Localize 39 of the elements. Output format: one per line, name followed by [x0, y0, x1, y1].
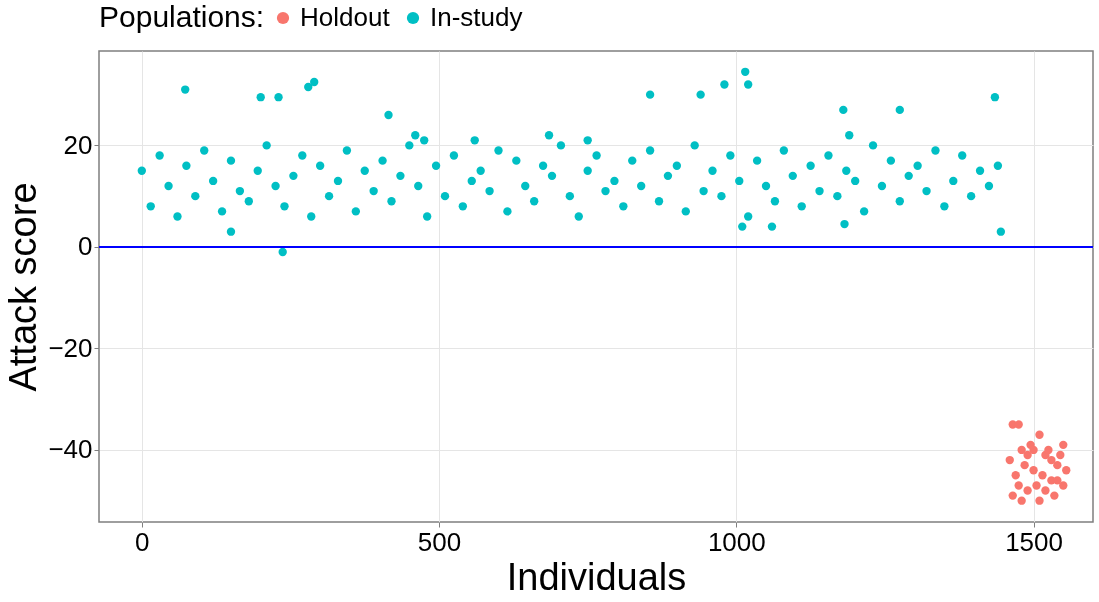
- point: [1059, 440, 1068, 450]
- point: [1005, 455, 1014, 465]
- point: [1020, 460, 1029, 470]
- point: [1056, 450, 1065, 460]
- x-tick-label: 0: [135, 526, 150, 557]
- legend-label: In-study: [430, 2, 523, 32]
- point: [1053, 460, 1062, 470]
- point: [1017, 496, 1026, 505]
- point: [1032, 481, 1041, 490]
- point: [1053, 476, 1062, 485]
- x-tick-label: 1500: [1005, 526, 1063, 557]
- point: [1014, 481, 1023, 490]
- point: [1035, 430, 1044, 439]
- x-tick-label: 500: [417, 526, 462, 557]
- point: [1041, 486, 1050, 495]
- legend-label: Holdout: [300, 2, 391, 32]
- point: [1029, 445, 1038, 455]
- point: [1011, 471, 1020, 480]
- point: [1050, 491, 1059, 500]
- point: [1023, 450, 1032, 460]
- y-tick-label: 20: [63, 129, 93, 160]
- point: [1014, 420, 1023, 429]
- point: [1044, 445, 1053, 455]
- x-axis-title: Individuals: [506, 555, 687, 598]
- point: [1038, 471, 1047, 480]
- point: [1035, 496, 1044, 505]
- point: [1029, 466, 1038, 475]
- y-tick-label: −40: [48, 434, 93, 465]
- y-axis-title: Attack score: [2, 182, 45, 392]
- point: [1023, 486, 1032, 495]
- point: [1059, 481, 1068, 490]
- y-tick-label: −20: [48, 332, 93, 363]
- point: [1008, 491, 1017, 500]
- x-tick-label: 1000: [707, 526, 766, 557]
- point: [1017, 445, 1026, 455]
- legend-title: Populations:: [99, 0, 265, 33]
- y-tick-label: 0: [78, 231, 93, 262]
- point: [1047, 455, 1056, 465]
- point: [1062, 466, 1071, 475]
